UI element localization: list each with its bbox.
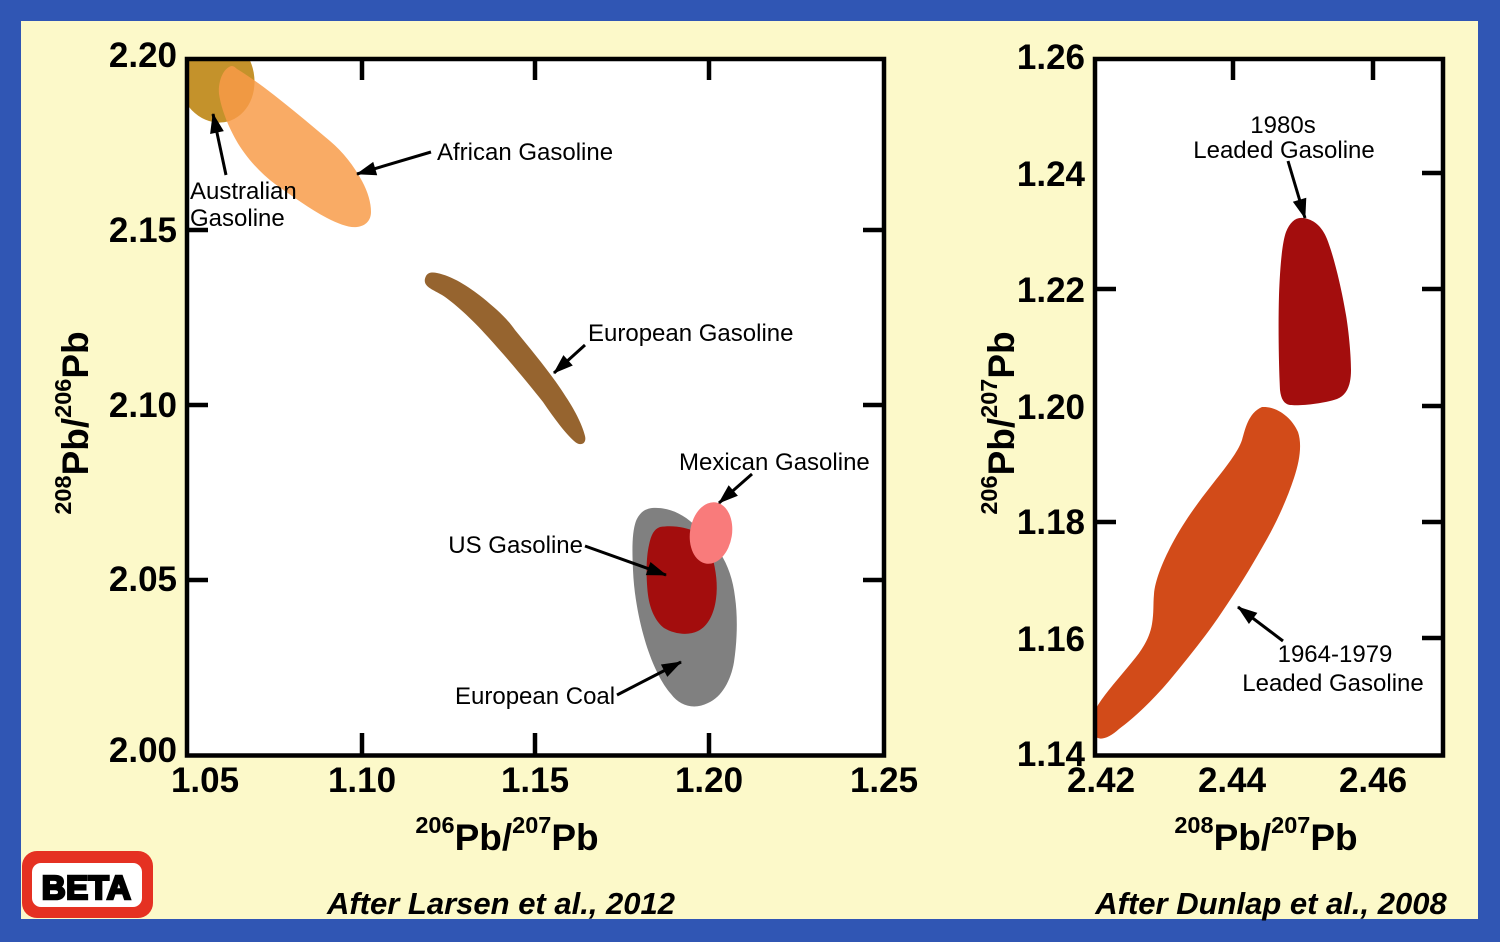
svg-text:Australian: Australian — [190, 178, 297, 205]
svg-text:Gasoline: Gasoline — [190, 205, 285, 232]
svg-text:1.14: 1.14 — [1017, 735, 1086, 774]
svg-text:206Pb/207Pb: 206Pb/207Pb — [415, 812, 598, 858]
svg-text:2.10: 2.10 — [109, 386, 177, 425]
svg-text:208Pb/206Pb: 208Pb/206Pb — [50, 331, 96, 514]
svg-text:206Pb/207Pb: 206Pb/207Pb — [976, 331, 1022, 514]
svg-text:Mexican Gasoline: Mexican Gasoline — [679, 449, 870, 476]
svg-text:2.15: 2.15 — [109, 211, 177, 250]
svg-text:1980s: 1980s — [1250, 112, 1315, 139]
svg-text:US Gasoline: US Gasoline — [448, 532, 583, 559]
svg-text:2.46: 2.46 — [1339, 761, 1407, 800]
svg-text:1.20: 1.20 — [675, 761, 743, 800]
svg-text:2.20: 2.20 — [109, 36, 177, 75]
svg-text:Leaded Gasoline: Leaded Gasoline — [1193, 137, 1374, 164]
svg-text:1964-1979: 1964-1979 — [1278, 641, 1393, 668]
svg-text:European Coal: European Coal — [455, 683, 615, 710]
svg-text:1.10: 1.10 — [328, 761, 396, 800]
svg-text:2.00: 2.00 — [109, 731, 177, 770]
svg-text:2.05: 2.05 — [109, 560, 177, 599]
svg-text:After Larsen et al., 2012: After Larsen et al., 2012 — [326, 886, 675, 921]
svg-text:After Dunlap et al., 2008: After Dunlap et al., 2008 — [1094, 886, 1447, 921]
svg-text:European Gasoline: European Gasoline — [588, 320, 793, 347]
svg-text:1.15: 1.15 — [501, 761, 569, 800]
svg-text:BETA: BETA — [42, 869, 131, 906]
svg-text:1.26: 1.26 — [1017, 38, 1085, 77]
svg-text:African Gasoline: African Gasoline — [437, 139, 613, 166]
svg-text:2.44: 2.44 — [1198, 761, 1267, 800]
svg-text:1.20: 1.20 — [1017, 388, 1085, 427]
svg-text:1.16: 1.16 — [1017, 620, 1085, 659]
svg-text:Leaded Gasoline: Leaded Gasoline — [1242, 670, 1423, 697]
svg-text:1.25: 1.25 — [850, 761, 918, 800]
svg-text:1.24: 1.24 — [1017, 155, 1086, 194]
svg-text:1.18: 1.18 — [1017, 503, 1085, 542]
svg-text:2.42: 2.42 — [1067, 761, 1135, 800]
svg-text:1.05: 1.05 — [171, 761, 239, 800]
svg-text:208Pb/207Pb: 208Pb/207Pb — [1174, 812, 1357, 858]
svg-text:1.22: 1.22 — [1017, 271, 1085, 310]
